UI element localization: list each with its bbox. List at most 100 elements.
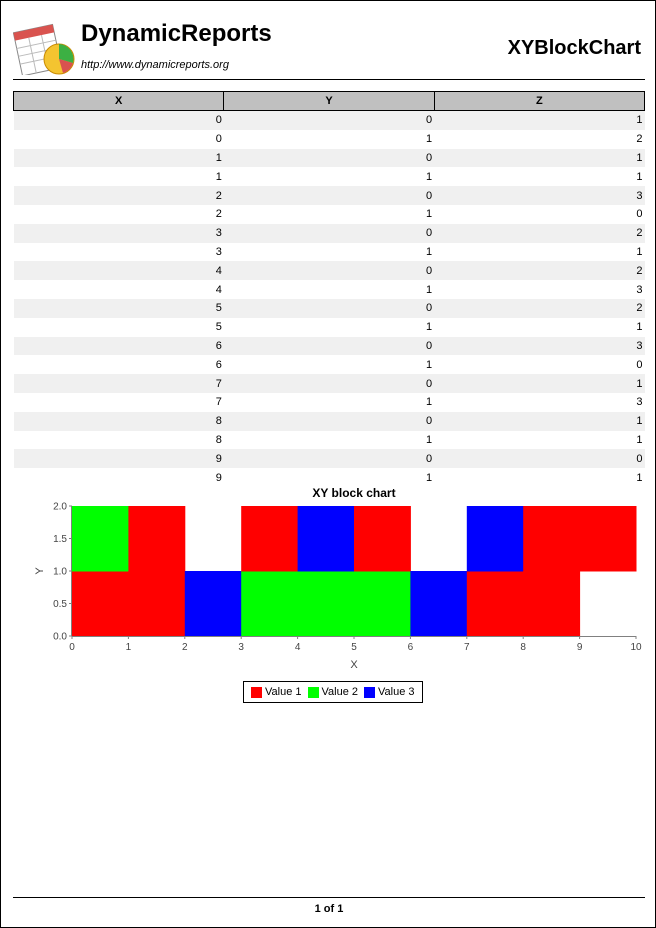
report-title: XYBlockChart xyxy=(507,37,641,59)
legend-item: Value 3 xyxy=(364,686,415,698)
table-cell-x: 0 xyxy=(215,133,222,146)
chart-block xyxy=(466,506,524,572)
x-tick-label: 8 xyxy=(520,642,526,653)
table-cell-y: 1 xyxy=(426,358,433,371)
xy-block-chart: XY block chart 0 1 2 3 4 5 6 7 8 9 10 0.0 0.5 1.0 1.5 2.… xyxy=(34,486,642,671)
x-tick-label: 7 xyxy=(464,642,470,653)
table-cell-x: 7 xyxy=(215,396,222,409)
table-cell-x: 1 xyxy=(13,148,224,168)
table-row: 0 1 2 xyxy=(14,130,645,149)
chart-block xyxy=(354,571,411,637)
table-cell-z: 0 xyxy=(636,208,643,221)
chart-block xyxy=(241,571,299,637)
table-cell-z: 2 xyxy=(434,298,645,318)
table-row: 7 1 3 xyxy=(14,393,645,412)
table-cell-z: 1 xyxy=(434,110,645,130)
column-header-y: Y xyxy=(223,91,435,111)
legend-item: Value 2 xyxy=(307,686,359,698)
table-row: 8 1 1 xyxy=(14,431,645,450)
table-cell-x: 2 xyxy=(215,208,222,221)
table-cell-x: 8 xyxy=(13,411,224,431)
x-tick-label: 4 xyxy=(295,642,301,653)
y-tick-label: 2.0 xyxy=(53,502,67,513)
x-tick-label: 0 xyxy=(69,642,75,653)
table-cell-y: 0 xyxy=(223,298,435,318)
legend-swatch xyxy=(307,686,319,698)
column-header-z: Z xyxy=(433,91,646,111)
table-row: 2 1 0 xyxy=(14,205,645,224)
table-cell-y: 1 xyxy=(426,245,433,258)
table-cell-y: 0 xyxy=(223,261,435,281)
table-cell-z: 2 xyxy=(636,133,643,146)
y-tick-label: 0.0 xyxy=(53,632,67,643)
x-tick-label: 3 xyxy=(238,642,244,653)
chart-block xyxy=(128,571,186,637)
chart-block xyxy=(410,571,468,637)
table-cell-x: 9 xyxy=(13,449,224,469)
y-tick-label: 1.5 xyxy=(53,534,67,545)
chart-block xyxy=(579,506,637,572)
table-cell-x: 5 xyxy=(13,298,224,318)
chart-block xyxy=(241,506,299,572)
table-cell-z: 1 xyxy=(434,411,645,431)
table-cell-x: 2 xyxy=(13,186,224,205)
table-cell-z: 3 xyxy=(636,396,643,409)
x-tick-label: 5 xyxy=(351,642,357,653)
legend-label: Value 1 xyxy=(265,686,302,698)
table-cell-x: 1 xyxy=(215,170,222,183)
chart-legend: Value 1 Value 2 Value 3 xyxy=(243,681,423,703)
chart-block xyxy=(297,506,355,572)
x-tick-label: 9 xyxy=(577,642,583,653)
table-cell-y: 1 xyxy=(426,133,433,146)
table-cell-z: 1 xyxy=(434,148,645,168)
table-cell-x: 4 xyxy=(215,283,222,296)
table-cell-y: 0 xyxy=(223,223,435,243)
chart-block xyxy=(184,571,242,637)
table-cell-y: 1 xyxy=(426,471,433,484)
table-cell-x: 0 xyxy=(13,110,224,130)
table-cell-z: 0 xyxy=(434,449,645,469)
table-cell-z: 1 xyxy=(434,374,645,393)
table-cell-z: 2 xyxy=(434,261,645,281)
brand-name: DynamicReports xyxy=(81,20,272,47)
table-cell-z: 1 xyxy=(636,170,643,183)
y-tick-label: 1.0 xyxy=(53,567,67,578)
table-cell-x: 8 xyxy=(215,433,222,446)
table-header-row: X Y Z xyxy=(12,91,646,111)
legend-label: Value 2 xyxy=(321,686,359,698)
legend-label: Value 3 xyxy=(378,686,415,698)
x-tick-label: 10 xyxy=(630,642,642,653)
table-cell-y: 1 xyxy=(426,321,433,334)
table-cell-y: 1 xyxy=(426,396,433,409)
y-tick-label: 0.5 xyxy=(53,599,67,610)
table-cell-y: 1 xyxy=(426,433,433,446)
x-tick-label: 2 xyxy=(182,642,188,653)
table-row: 1 1 1 xyxy=(14,167,645,186)
x-tick-label: 6 xyxy=(408,642,414,653)
dynamicreports-logo-icon xyxy=(13,23,75,75)
table-cell-y: 0 xyxy=(223,110,435,130)
table-cell-z: 3 xyxy=(434,186,645,205)
table-cell-z: 1 xyxy=(636,433,643,446)
table-cell-z: 3 xyxy=(636,283,643,296)
table-row: 5 1 1 xyxy=(14,318,645,337)
x-axis-label: X xyxy=(350,659,358,671)
table-cell-x: 9 xyxy=(215,471,222,484)
table-cell-x: 3 xyxy=(13,223,224,243)
column-header-x: X xyxy=(12,91,225,111)
page-number: 1 of 1 xyxy=(314,903,344,915)
chart-block xyxy=(523,506,581,572)
table-cell-y: 1 xyxy=(426,283,433,296)
table-cell-x: 6 xyxy=(13,336,224,356)
legend-swatch xyxy=(364,686,375,698)
brand-url[interactable]: http://www.dynamicreports.org xyxy=(81,59,229,71)
table-cell-z: 0 xyxy=(636,358,643,371)
